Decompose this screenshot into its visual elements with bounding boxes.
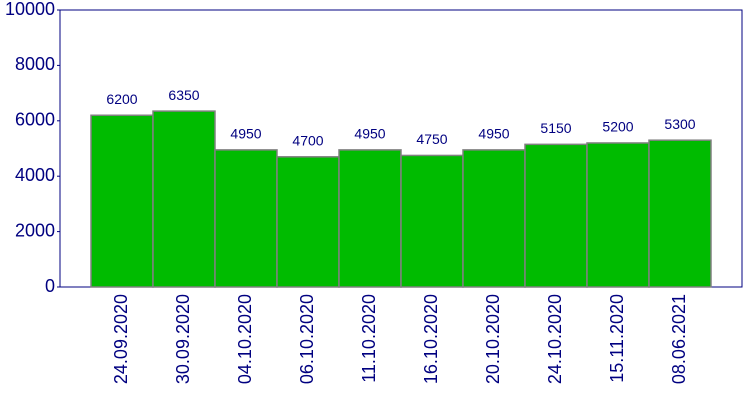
bar: [214, 149, 278, 288]
value-label: 4700: [292, 133, 323, 149]
y-tick-label: 4000: [15, 165, 55, 185]
x-tick-label: 04.10.2020: [235, 294, 255, 384]
x-tick-label: 16.10.2020: [421, 294, 441, 384]
bar: [338, 149, 402, 288]
bar: [276, 156, 340, 288]
y-tick-label: 10000: [5, 0, 55, 19]
value-label: 4950: [230, 126, 261, 142]
x-tick-label: 24.09.2020: [111, 294, 131, 384]
y-tick-label: 0: [45, 276, 55, 296]
x-tick-label: 11.10.2020: [359, 294, 379, 383]
bar: [648, 139, 712, 288]
bar: [90, 114, 154, 288]
bar: [462, 149, 526, 288]
value-label: 5200: [602, 119, 633, 135]
value-label: 6200: [106, 91, 137, 107]
x-tick-label: 15.11.2020: [607, 294, 627, 383]
value-label: 5150: [540, 120, 571, 136]
value-label: 6350: [168, 87, 199, 103]
y-tick-label: 2000: [15, 220, 55, 240]
bar: [400, 154, 464, 288]
x-tick-label: 30.09.2020: [173, 294, 193, 384]
value-label: 5300: [664, 116, 695, 132]
x-tick-label: 08.06.2021: [669, 294, 689, 384]
value-label: 4750: [416, 131, 447, 147]
x-tick-label: 24.10.2020: [545, 294, 565, 384]
y-tick-label: 6000: [15, 110, 55, 130]
x-tick-label: 20.10.2020: [483, 294, 503, 384]
value-label: 4950: [478, 126, 509, 142]
value-label: 4950: [354, 126, 385, 142]
bar: [586, 142, 650, 288]
bar: [524, 143, 588, 288]
bar: [152, 110, 216, 288]
x-tick-label: 06.10.2020: [297, 294, 317, 384]
y-tick-label: 8000: [15, 54, 55, 74]
